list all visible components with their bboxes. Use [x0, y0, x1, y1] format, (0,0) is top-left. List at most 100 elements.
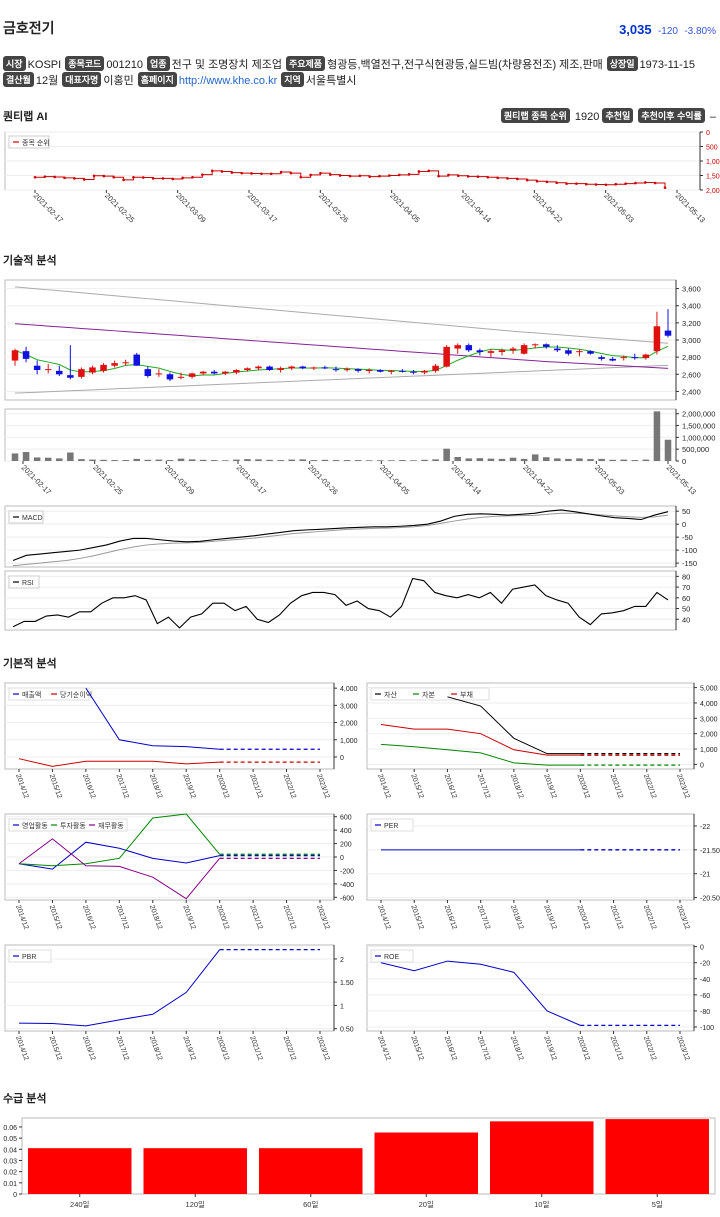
x-tick-label: 2015/12	[409, 1035, 424, 1061]
bollinger-upper	[14, 286, 669, 344]
candle-body	[576, 351, 583, 353]
x-tick-label: 2020/12	[575, 773, 590, 799]
plot-frame	[21, 1117, 716, 1195]
y-tick-label: 0.50	[340, 1027, 354, 1034]
rank-point	[496, 176, 499, 180]
series-line-부채	[380, 723, 581, 756]
x-tick-label: 2021-03-09	[163, 463, 196, 496]
legend-box	[8, 135, 50, 149]
candle-body	[299, 366, 307, 369]
series-line-매출액	[85, 687, 220, 750]
sales-profit-chart: 0 1,000 2,000 3,000 4,000 매출액 당기순이익 2014/12 2015…	[4, 682, 358, 800]
volume-bar	[365, 460, 373, 461]
volume-bar	[609, 459, 616, 461]
y-tick-label: 400	[340, 828, 352, 835]
price-change-pct: -3.80%	[684, 26, 716, 37]
rank-point	[575, 182, 578, 185]
volume-bar	[22, 452, 30, 461]
y-tick-label: 0	[682, 457, 686, 466]
rsi-line	[12, 577, 669, 629]
rank-point	[319, 171, 322, 175]
y-tick-label: 0.01	[3, 1181, 17, 1188]
x-tick-label: 2015/12	[409, 904, 424, 930]
candle-body	[111, 363, 118, 366]
rank-point	[584, 182, 588, 186]
candle-body	[244, 368, 251, 370]
volume-bar	[664, 439, 672, 461]
x-tick-label: 2021-02-25	[91, 463, 124, 496]
candle-body	[332, 369, 340, 371]
rank-point	[220, 170, 224, 173]
legend-label: 당기순이익	[60, 690, 92, 699]
homepage-link[interactable]: http://www.khe.co.kr	[178, 75, 278, 87]
macd-line	[12, 509, 669, 562]
y-tick-label: 3,000	[682, 336, 701, 345]
candle-body	[310, 367, 318, 369]
x-tick-label: 2021-03-26	[317, 191, 350, 224]
y-tick-label: 2,800	[682, 353, 701, 362]
info1-tag-1: 종목코드	[65, 56, 105, 71]
y-tick-label: 3,000	[340, 703, 358, 710]
volume-bar	[155, 459, 163, 461]
volume-bar	[321, 459, 329, 461]
candle-body	[631, 357, 639, 359]
stock-name: 금호전기	[3, 20, 55, 36]
volume-bar	[465, 458, 473, 461]
candle-body	[598, 357, 605, 359]
long-ma-line	[14, 323, 669, 369]
legend-label: 부채	[460, 690, 473, 699]
return-value: –	[709, 111, 716, 123]
y-tick-label: 40	[682, 615, 690, 624]
x-tick-label: 2018/12	[509, 904, 524, 930]
volume-bar	[487, 458, 495, 461]
volume-bar	[233, 459, 240, 461]
rank-point	[476, 175, 480, 178]
x-tick-label: 2020/12	[575, 904, 590, 930]
x-tick-label: 2019/12	[542, 773, 557, 799]
x-tick-label: 2021-03-09	[174, 191, 207, 224]
x-tick-label: 2015/12	[48, 773, 63, 799]
y-tick-label: -100	[700, 1025, 714, 1032]
candle-body	[443, 346, 450, 367]
rank-point	[63, 176, 66, 180]
volume-bar	[111, 460, 118, 461]
rank-point	[299, 175, 303, 179]
x-tick-label: 2021-05-13	[665, 463, 698, 496]
candle-body	[354, 369, 362, 371]
x-tick-label: 2016/12	[443, 773, 458, 799]
volume-bar	[388, 460, 395, 461]
volume-bar	[122, 460, 129, 461]
rank-point	[466, 175, 470, 178]
volume-bar	[33, 457, 41, 461]
info1-value-1: 001210	[106, 59, 144, 71]
rank-point	[73, 177, 76, 180]
candle-body	[155, 373, 163, 375]
rank-point	[437, 174, 440, 178]
y-tick-label: -40	[700, 977, 710, 984]
legend-label: ROE	[384, 954, 400, 961]
rank-point	[53, 175, 56, 179]
candle-body	[531, 344, 539, 346]
x-tick-label: 10일	[534, 1200, 549, 1209]
x-tick-label: 2020/12	[215, 1035, 230, 1061]
y-tick-label: 60	[682, 594, 690, 603]
y-tick-label: 2,000	[700, 732, 718, 739]
y-tick-label: 2	[340, 957, 344, 964]
x-tick-label: 2020/12	[215, 773, 230, 799]
volume-bar	[332, 460, 340, 461]
rank-point	[516, 177, 519, 181]
legend-box	[370, 818, 414, 832]
candle-body	[89, 367, 96, 373]
rank-point	[378, 174, 381, 178]
rank-point	[33, 175, 37, 179]
candle-body	[78, 369, 85, 377]
candle-body	[255, 366, 262, 369]
x-tick-label: 2017/12	[476, 773, 491, 799]
x-tick-label: 2021-04-22	[521, 463, 554, 496]
volume-bar	[432, 459, 439, 461]
x-tick-label: 2021/12	[248, 773, 263, 799]
rank-point	[624, 182, 627, 185]
rank-point	[525, 178, 529, 182]
roe-chart: -100 -80 -60 -40 -20 0 ROE 2014/12 2015/12 2016/1…	[366, 944, 714, 1062]
